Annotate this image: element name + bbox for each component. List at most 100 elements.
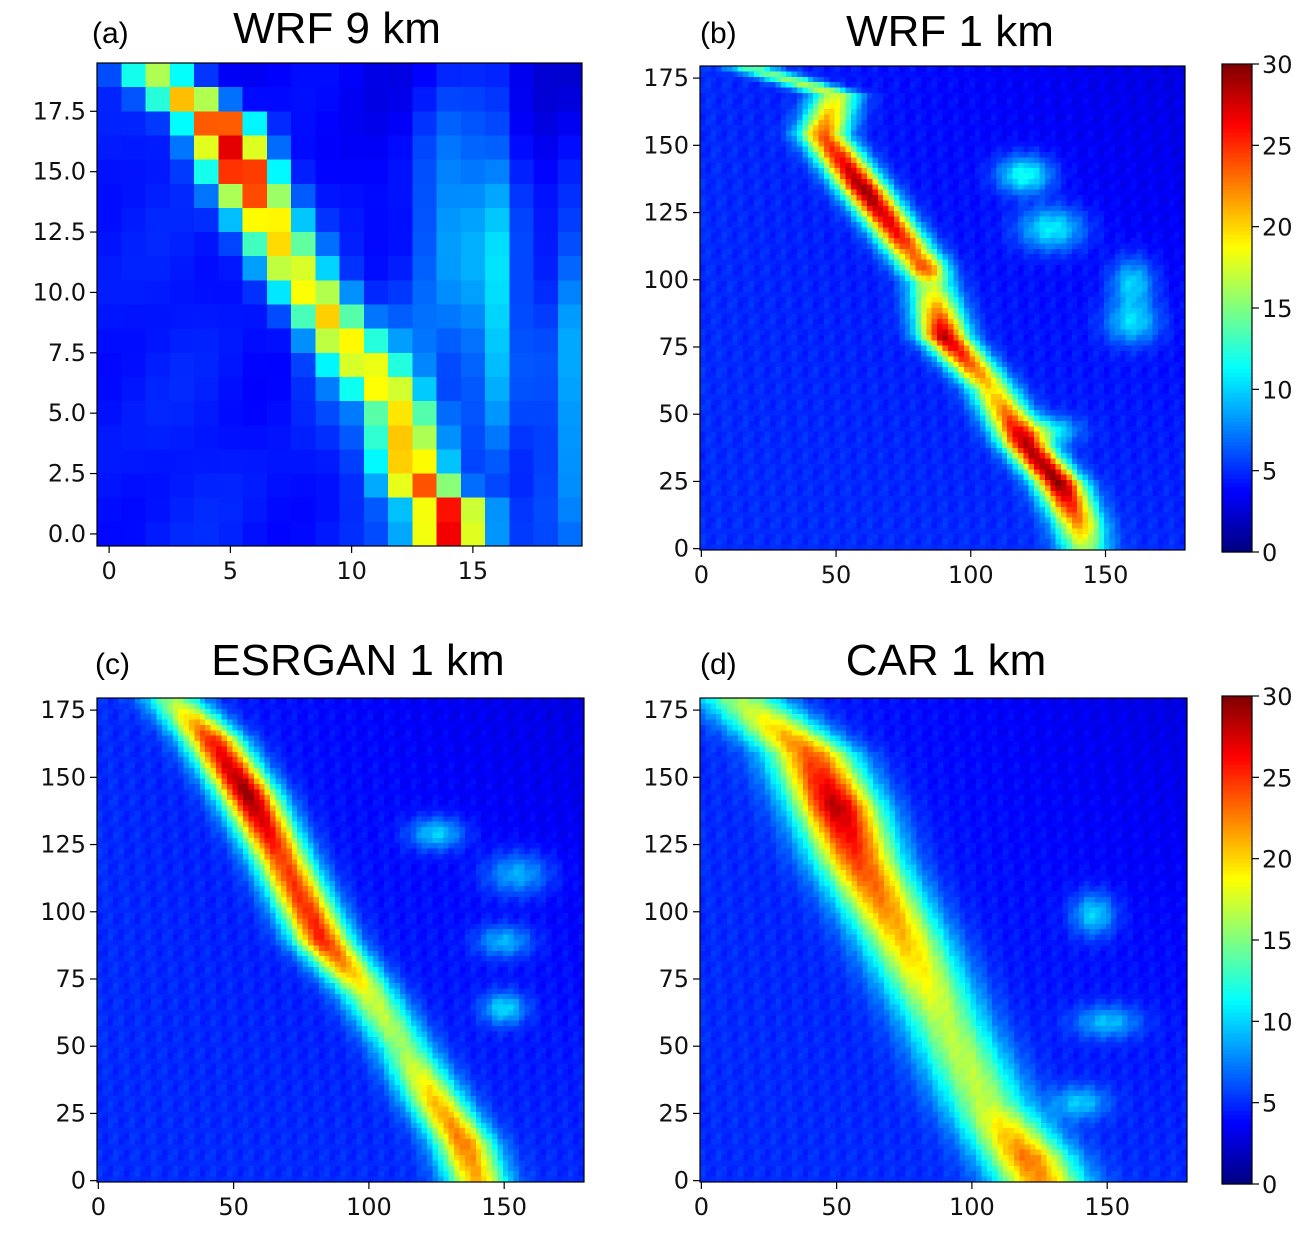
heatmap-cell [557,473,583,499]
heatmap-cell [1001,114,1008,121]
heatmap-cell [1077,195,1084,202]
heatmap-cell [845,264,852,271]
heatmap-cell [867,286,874,293]
heatmap-cell [1077,71,1084,78]
heatmap-cell [786,334,793,341]
heatmap-cell [964,318,971,325]
heatmap-cell [1093,92,1100,99]
heatmap-cell [829,318,836,325]
heatmap-cell [786,82,793,89]
heatmap-cell [845,270,852,277]
heatmap-cell [980,329,987,336]
heatmap-cell [974,109,981,115]
heatmap-cell [899,211,906,218]
heatmap-cell [705,211,712,218]
heatmap-cell [780,76,787,83]
heatmap-cell [829,216,836,223]
heatmap-cell [791,291,798,298]
heatmap-cell [1109,205,1116,212]
heatmap-cell [1131,238,1138,245]
heatmap-cell [985,98,992,105]
heatmap-cell [829,71,836,78]
heatmap-cell [315,497,341,523]
heatmap-cell [1136,130,1143,137]
heatmap-cell [991,318,997,325]
heatmap-cell [363,280,389,306]
heatmap-cell [1061,275,1068,282]
heatmap-cell [753,243,760,250]
heatmap-cell [1147,130,1154,137]
heatmap-cell [737,270,744,277]
heatmap-cell [363,63,389,88]
heatmap-cell [802,334,809,341]
heatmap-cell [985,313,992,320]
heatmap-cell [726,281,733,288]
heatmap-cell [813,238,820,245]
heatmap-cell [732,329,739,336]
heatmap-cell [1098,248,1105,255]
heatmap-cell [786,324,793,331]
heatmap-cell [388,473,413,499]
heatmap-cell [861,119,868,126]
heatmap-cell [791,264,798,271]
heatmap-cell [145,280,171,306]
heatmap-cell [958,189,965,196]
heatmap-cell [764,168,771,175]
heatmap-cell [1007,98,1014,105]
heatmap-cell [877,162,884,169]
heatmap-cell [1174,211,1181,218]
heatmap-cell [242,232,268,257]
heatmap-cell [861,178,868,185]
heatmap-cell [813,92,820,99]
heatmap-cell [991,146,997,153]
y-tick-label: 2.5 [48,460,86,488]
heatmap-cell [813,152,820,159]
heatmap-cell [872,141,879,148]
heatmap-cell [315,87,341,112]
heatmap-cell [1179,275,1186,282]
heatmap-cell [412,207,438,233]
heatmap-cell [969,152,976,159]
heatmap-cell [1077,114,1084,121]
heatmap-cell [1168,98,1175,105]
heatmap-cell [1141,291,1148,298]
heatmap-cell [840,313,847,320]
heatmap-cell [829,135,836,142]
heatmap-cell [786,92,793,99]
heatmap-cell [753,130,760,137]
heatmap-cell [969,141,976,148]
heatmap-cell [942,125,949,132]
heatmap-cell [807,87,814,94]
heatmap-cell [1158,178,1165,185]
heatmap-cell [1066,87,1073,94]
heatmap-cell [980,178,987,185]
heatmap-cell [700,243,706,250]
heatmap-cell [1147,216,1154,223]
heatmap-cell [732,232,739,239]
heatmap-cell [485,473,510,499]
heatmap-cell [1125,254,1132,261]
heatmap-cell [931,264,938,271]
heatmap-cell [1034,211,1041,218]
heatmap-cell [1136,114,1143,121]
heatmap-cell [802,211,809,218]
heatmap-cell [985,173,992,180]
heatmap-cell [904,178,911,185]
heatmap-cell [1050,82,1057,89]
heatmap-cell [764,114,771,121]
heatmap-cell [883,211,890,218]
heatmap-cell [1066,264,1073,271]
heatmap-cell [1147,66,1154,72]
heatmap-cell [1028,248,1035,255]
heatmap-cell [904,98,911,105]
heatmap-cell [985,146,992,153]
heatmap-cell [953,227,960,234]
heatmap-cell [1071,125,1078,132]
heatmap-cell [700,152,706,159]
y-tick-label: 15.0 [33,158,86,186]
heatmap-cell [797,281,803,288]
heatmap-cell [1136,227,1143,234]
heatmap-cell [1044,324,1051,331]
heatmap-cell [829,141,836,148]
heatmap-cell [888,125,895,132]
